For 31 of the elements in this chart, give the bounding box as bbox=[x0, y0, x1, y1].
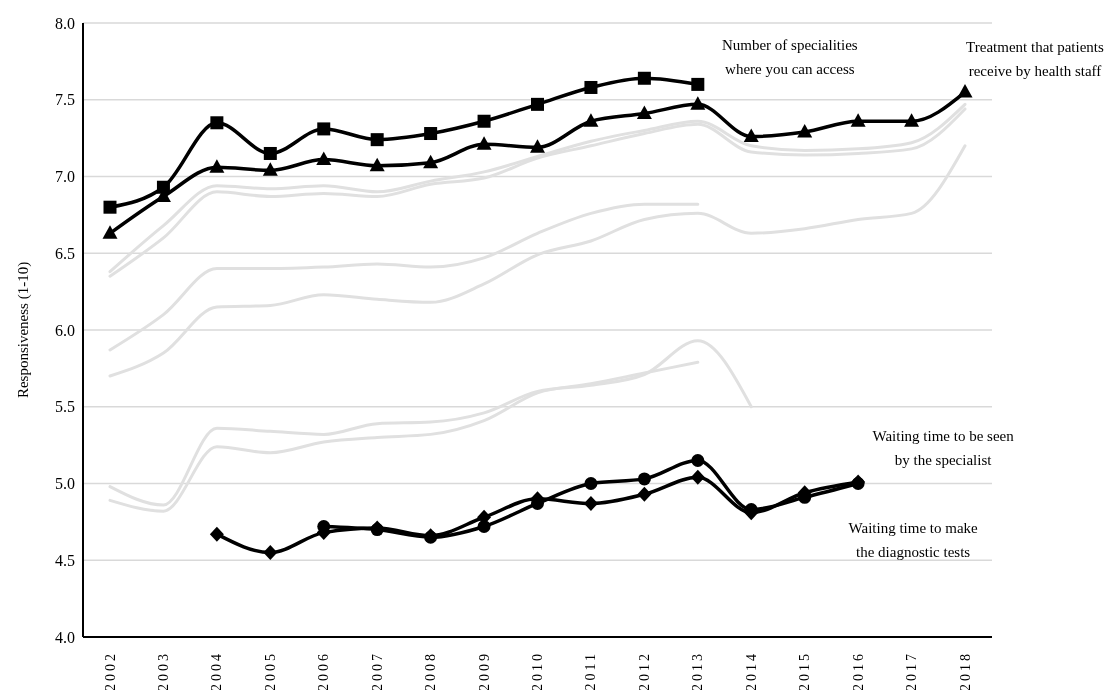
y-tick-label: 6.5 bbox=[55, 244, 75, 262]
y-tick-label: 5.0 bbox=[55, 475, 75, 493]
x-tick-label: 2009 bbox=[476, 651, 492, 691]
y-tick-label: 6.0 bbox=[55, 321, 75, 339]
y-tick-label: 5.5 bbox=[55, 398, 75, 416]
x-tick-label: 2004 bbox=[209, 651, 225, 691]
y-tick-label: 8.0 bbox=[55, 14, 75, 32]
y-tick-label: 4.0 bbox=[55, 628, 75, 646]
series-label: Treatment that patients receive by health staff bbox=[966, 39, 1105, 80]
x-tick-label: 2005 bbox=[262, 651, 278, 691]
text: Waiting time to make the diagnostic tests bbox=[848, 520, 979, 561]
x-tick-label: 2012 bbox=[636, 651, 652, 691]
x-tick-label: 2007 bbox=[369, 651, 385, 691]
x-tick-label: 2008 bbox=[423, 651, 439, 691]
x-tick-label: 2002 bbox=[102, 651, 118, 691]
x-tick-label: 2016 bbox=[850, 651, 866, 691]
x-tick-label: 2006 bbox=[316, 651, 332, 691]
y-tick-label: 7.0 bbox=[55, 168, 75, 186]
x-tick-label: 2014 bbox=[743, 651, 759, 691]
x-tick-label: 2015 bbox=[797, 651, 813, 691]
x-tick-label: 2017 bbox=[904, 651, 920, 691]
y-tick-label: 7.5 bbox=[55, 91, 75, 109]
x-tick-label: 2013 bbox=[690, 651, 706, 691]
series-label: Waiting time to be seen by the specialist bbox=[872, 427, 1015, 468]
x-tick-label: 2003 bbox=[155, 651, 171, 691]
y-axis-title: Responsiveness (1-10) bbox=[15, 261, 33, 399]
x-tick-label: 2010 bbox=[530, 651, 545, 691]
x-tick-label: 2018 bbox=[957, 651, 973, 691]
x-tick-label: 2011 bbox=[583, 651, 599, 691]
y-tick-label: 4.5 bbox=[55, 551, 75, 569]
series-label: Number of specialities where you can access bbox=[721, 36, 858, 77]
